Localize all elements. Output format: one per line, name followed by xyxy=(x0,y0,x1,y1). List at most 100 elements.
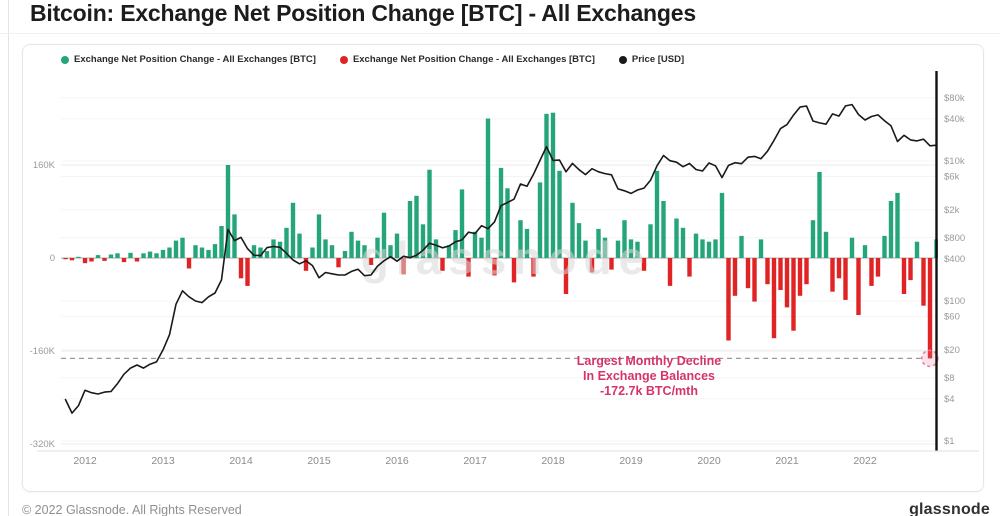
bar[interactable] xyxy=(615,240,621,258)
bar[interactable] xyxy=(654,170,660,258)
bar[interactable] xyxy=(804,258,809,285)
bar[interactable] xyxy=(524,228,530,258)
bar[interactable] xyxy=(82,258,88,264)
bar[interactable] xyxy=(420,224,426,258)
bar[interactable] xyxy=(186,258,192,269)
bar[interactable] xyxy=(329,245,335,258)
bar[interactable] xyxy=(687,258,692,277)
bar[interactable] xyxy=(394,233,400,258)
bar[interactable] xyxy=(882,235,887,258)
bar[interactable] xyxy=(739,235,744,258)
bar[interactable] xyxy=(862,245,868,258)
bar[interactable] xyxy=(693,233,699,258)
bar[interactable] xyxy=(349,231,354,258)
bar[interactable] xyxy=(570,202,575,258)
bar[interactable] xyxy=(713,239,718,258)
bar[interactable] xyxy=(453,230,458,258)
bar[interactable] xyxy=(225,165,231,258)
bar[interactable] xyxy=(726,258,731,341)
bar[interactable] xyxy=(407,201,413,258)
bar[interactable] xyxy=(927,258,933,359)
bar[interactable] xyxy=(596,228,601,258)
bar[interactable] xyxy=(173,240,179,258)
bar[interactable] xyxy=(622,220,627,258)
bar[interactable] xyxy=(752,258,757,302)
bar[interactable] xyxy=(232,214,237,258)
bar[interactable] xyxy=(180,237,185,258)
bar[interactable] xyxy=(128,252,133,258)
bar[interactable] xyxy=(102,258,107,261)
bar[interactable] xyxy=(199,247,205,259)
bar[interactable] xyxy=(121,258,127,263)
bar[interactable] xyxy=(401,258,406,275)
bar[interactable] xyxy=(206,249,211,258)
bar[interactable] xyxy=(706,241,712,258)
bar[interactable] xyxy=(466,258,471,277)
bar[interactable] xyxy=(557,170,562,258)
bar[interactable] xyxy=(446,245,452,258)
bar[interactable] xyxy=(479,237,484,258)
bar[interactable] xyxy=(505,188,510,259)
bar[interactable] xyxy=(537,182,543,258)
bar[interactable] xyxy=(797,258,803,296)
bar[interactable] xyxy=(245,258,250,286)
bar[interactable] xyxy=(375,237,380,258)
bar[interactable] xyxy=(836,258,842,279)
bar[interactable] xyxy=(336,258,341,268)
bar[interactable] xyxy=(134,258,140,262)
bar[interactable] xyxy=(511,258,517,283)
legend-item-2[interactable]: Price [USD] xyxy=(618,54,684,65)
bar[interactable] xyxy=(368,258,374,265)
bar[interactable] xyxy=(388,245,393,258)
bar-series[interactable] xyxy=(63,112,938,359)
bar[interactable] xyxy=(648,224,653,258)
bar[interactable] xyxy=(290,202,296,258)
bar[interactable] xyxy=(576,223,582,258)
bar[interactable] xyxy=(609,258,614,270)
bar[interactable] xyxy=(758,239,764,258)
bar[interactable] xyxy=(531,258,536,277)
chart-canvas[interactable]: glassnode 160K 0 -160K -320K $80k $40k $10k $6k $… xyxy=(23,45,985,493)
bar[interactable] xyxy=(108,254,114,259)
bar[interactable] xyxy=(440,258,445,271)
bar[interactable] xyxy=(89,258,94,262)
bar[interactable] xyxy=(427,169,432,258)
bar[interactable] xyxy=(258,247,263,259)
bar[interactable] xyxy=(745,258,751,289)
bar[interactable] xyxy=(791,258,796,331)
bar[interactable] xyxy=(888,201,894,258)
bar[interactable] xyxy=(583,240,588,258)
bar[interactable] xyxy=(342,251,348,258)
bar[interactable] xyxy=(518,220,523,258)
bar[interactable] xyxy=(284,227,289,258)
bar[interactable] xyxy=(784,258,790,308)
bar[interactable] xyxy=(219,226,224,258)
bar[interactable] xyxy=(680,227,686,258)
bar[interactable] xyxy=(414,195,419,258)
bar[interactable] xyxy=(765,258,770,285)
bar[interactable] xyxy=(817,172,822,258)
bar[interactable] xyxy=(271,239,276,258)
bar[interactable] xyxy=(589,258,595,273)
bar[interactable] xyxy=(498,167,504,258)
bar[interactable] xyxy=(550,112,556,258)
bar[interactable] xyxy=(869,258,874,286)
bar[interactable] xyxy=(251,245,257,258)
bar[interactable] xyxy=(771,258,777,339)
bar[interactable] xyxy=(830,258,835,292)
bar[interactable] xyxy=(732,258,738,296)
bar[interactable] xyxy=(544,113,549,258)
bar[interactable] xyxy=(921,258,926,306)
bar[interactable] xyxy=(492,258,497,276)
bar[interactable] xyxy=(667,258,673,286)
bar[interactable] xyxy=(674,218,679,259)
bar[interactable] xyxy=(95,255,101,258)
bar[interactable] xyxy=(719,192,725,258)
bar[interactable] xyxy=(628,239,634,258)
bar[interactable] xyxy=(147,251,153,258)
bar[interactable] xyxy=(264,251,270,258)
bar[interactable] xyxy=(843,258,848,300)
bar[interactable] xyxy=(212,244,218,258)
bar[interactable] xyxy=(277,241,283,258)
bar[interactable] xyxy=(661,201,666,258)
